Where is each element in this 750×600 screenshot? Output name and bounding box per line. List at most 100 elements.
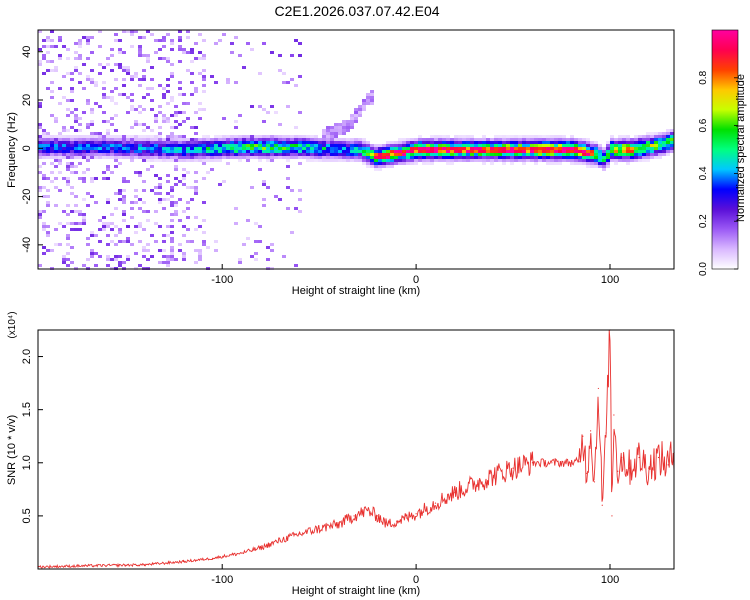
spectrogram-cell bbox=[130, 99, 134, 102]
spectrogram-cell bbox=[258, 150, 262, 153]
spectrogram-cell bbox=[506, 156, 510, 159]
spectrogram-cell bbox=[666, 150, 670, 153]
spectrogram-cell bbox=[154, 114, 158, 117]
spectrogram-cell bbox=[658, 138, 662, 141]
spectrogram-cell bbox=[198, 57, 202, 60]
spectrogram-cell bbox=[202, 75, 206, 78]
spectrogram-cell bbox=[378, 144, 382, 147]
spectrogram-cell bbox=[494, 159, 498, 162]
spectrogram-cell bbox=[574, 156, 578, 159]
spectrogram-cell bbox=[218, 183, 222, 186]
colorbar-gradient bbox=[711, 29, 739, 270]
spectrogram-cell bbox=[138, 141, 142, 144]
spectrogram-cell bbox=[646, 141, 650, 144]
spectrogram-cell bbox=[282, 255, 286, 258]
spectrogram-cell bbox=[170, 219, 174, 222]
spectrogram-cell bbox=[234, 120, 238, 123]
spectrogram-cell bbox=[418, 147, 422, 150]
spectrogram-cell bbox=[122, 51, 126, 54]
spectrogram-cell bbox=[346, 159, 350, 162]
spectrogram-cell bbox=[50, 162, 54, 165]
spectrogram-cell bbox=[118, 63, 122, 66]
snr-point bbox=[353, 515, 355, 517]
spectrogram-cell bbox=[334, 132, 338, 135]
spectrogram-cell bbox=[62, 45, 66, 48]
spectrogram-cell bbox=[306, 147, 310, 150]
spectrogram-cell bbox=[118, 93, 122, 96]
spectrogram-cell bbox=[82, 147, 86, 150]
spectrogram-cell bbox=[62, 96, 66, 99]
spectrogram-cell bbox=[262, 42, 266, 45]
spectrogram-cell bbox=[226, 144, 230, 147]
spectrogram-cell bbox=[642, 159, 646, 162]
spectrogram-cell bbox=[282, 141, 286, 144]
spectrogram-cell bbox=[562, 153, 566, 156]
spectrogram-cell bbox=[166, 147, 170, 150]
spectrogram-cell bbox=[218, 141, 222, 144]
spectrogram-cell bbox=[510, 159, 514, 162]
spectrogram-cell bbox=[106, 141, 110, 144]
spectrogram-cell bbox=[198, 147, 202, 150]
spectrogram-cell bbox=[182, 120, 186, 123]
spectrogram-cell bbox=[362, 141, 366, 144]
spectrogram-cell bbox=[354, 108, 358, 111]
spectrogram-cell bbox=[162, 159, 166, 162]
spectrogram-cell bbox=[482, 156, 486, 159]
spectrogram-cell bbox=[202, 243, 206, 246]
spectrogram-cell bbox=[82, 111, 86, 114]
spectrogram-cell bbox=[646, 147, 650, 150]
spectrogram-cell bbox=[470, 150, 474, 153]
spectrogram-cell bbox=[78, 222, 82, 225]
spectrogram-cell bbox=[62, 255, 66, 258]
spectrogram-cell bbox=[178, 144, 182, 147]
spectrogram-cell bbox=[138, 54, 142, 57]
spectrogram-cell bbox=[266, 186, 270, 189]
spectrogram-cell bbox=[338, 159, 342, 162]
snr-point bbox=[657, 456, 660, 459]
spectrogram-cell bbox=[114, 243, 118, 246]
spectrogram-cell bbox=[130, 126, 134, 129]
spectrogram-cell bbox=[330, 135, 334, 138]
spectrogram-cell bbox=[666, 144, 670, 147]
spectrogram-cell bbox=[130, 108, 134, 111]
spectrogram-cell bbox=[438, 135, 442, 138]
spectrogram-cell bbox=[282, 72, 286, 75]
spectrogram-cell bbox=[578, 150, 582, 153]
spectrogram-cell bbox=[222, 33, 226, 36]
spectrogram-cell bbox=[78, 213, 82, 216]
spectrogram-cell bbox=[122, 261, 126, 264]
spectrogram-cell bbox=[130, 150, 134, 153]
spectrogram-cell bbox=[194, 171, 198, 174]
spectrogram-cell bbox=[378, 168, 382, 171]
spectrogram-cell bbox=[298, 189, 302, 192]
spectrogram-cell bbox=[66, 177, 70, 180]
spectrogram-cell bbox=[202, 153, 206, 156]
spectrogram-cell bbox=[126, 69, 130, 72]
spectrogram-cell bbox=[86, 159, 90, 162]
spectrogram-cell bbox=[530, 156, 534, 159]
spectrogram-cell bbox=[474, 150, 478, 153]
spectrogram-cell bbox=[114, 63, 118, 66]
spectrogram-cell bbox=[462, 147, 466, 150]
spectrogram-cell bbox=[586, 144, 590, 147]
spectrogram-cell bbox=[426, 138, 430, 141]
spectrogram-cell bbox=[54, 144, 58, 147]
spectrogram-cell bbox=[114, 147, 118, 150]
spectrogram-cell bbox=[438, 153, 442, 156]
spectrogram-cell bbox=[586, 159, 590, 162]
spectrogram-cell bbox=[66, 162, 70, 165]
spectrogram-cell bbox=[82, 264, 86, 267]
spectrogram-cell bbox=[94, 84, 98, 87]
spectrogram-cell bbox=[182, 144, 186, 147]
spectrogram-cell bbox=[382, 156, 386, 159]
spectrogram-cell bbox=[578, 162, 582, 165]
spectrogram-cell bbox=[486, 144, 490, 147]
spectrogram-cell bbox=[190, 72, 194, 75]
spectrogram-cell bbox=[118, 141, 122, 144]
spectrogram-cell bbox=[626, 162, 630, 165]
spectrogram-cell bbox=[230, 138, 234, 141]
spectrogram-cell bbox=[306, 150, 310, 153]
spectrogram-cell bbox=[598, 165, 602, 168]
spectrogram-cell bbox=[226, 141, 230, 144]
